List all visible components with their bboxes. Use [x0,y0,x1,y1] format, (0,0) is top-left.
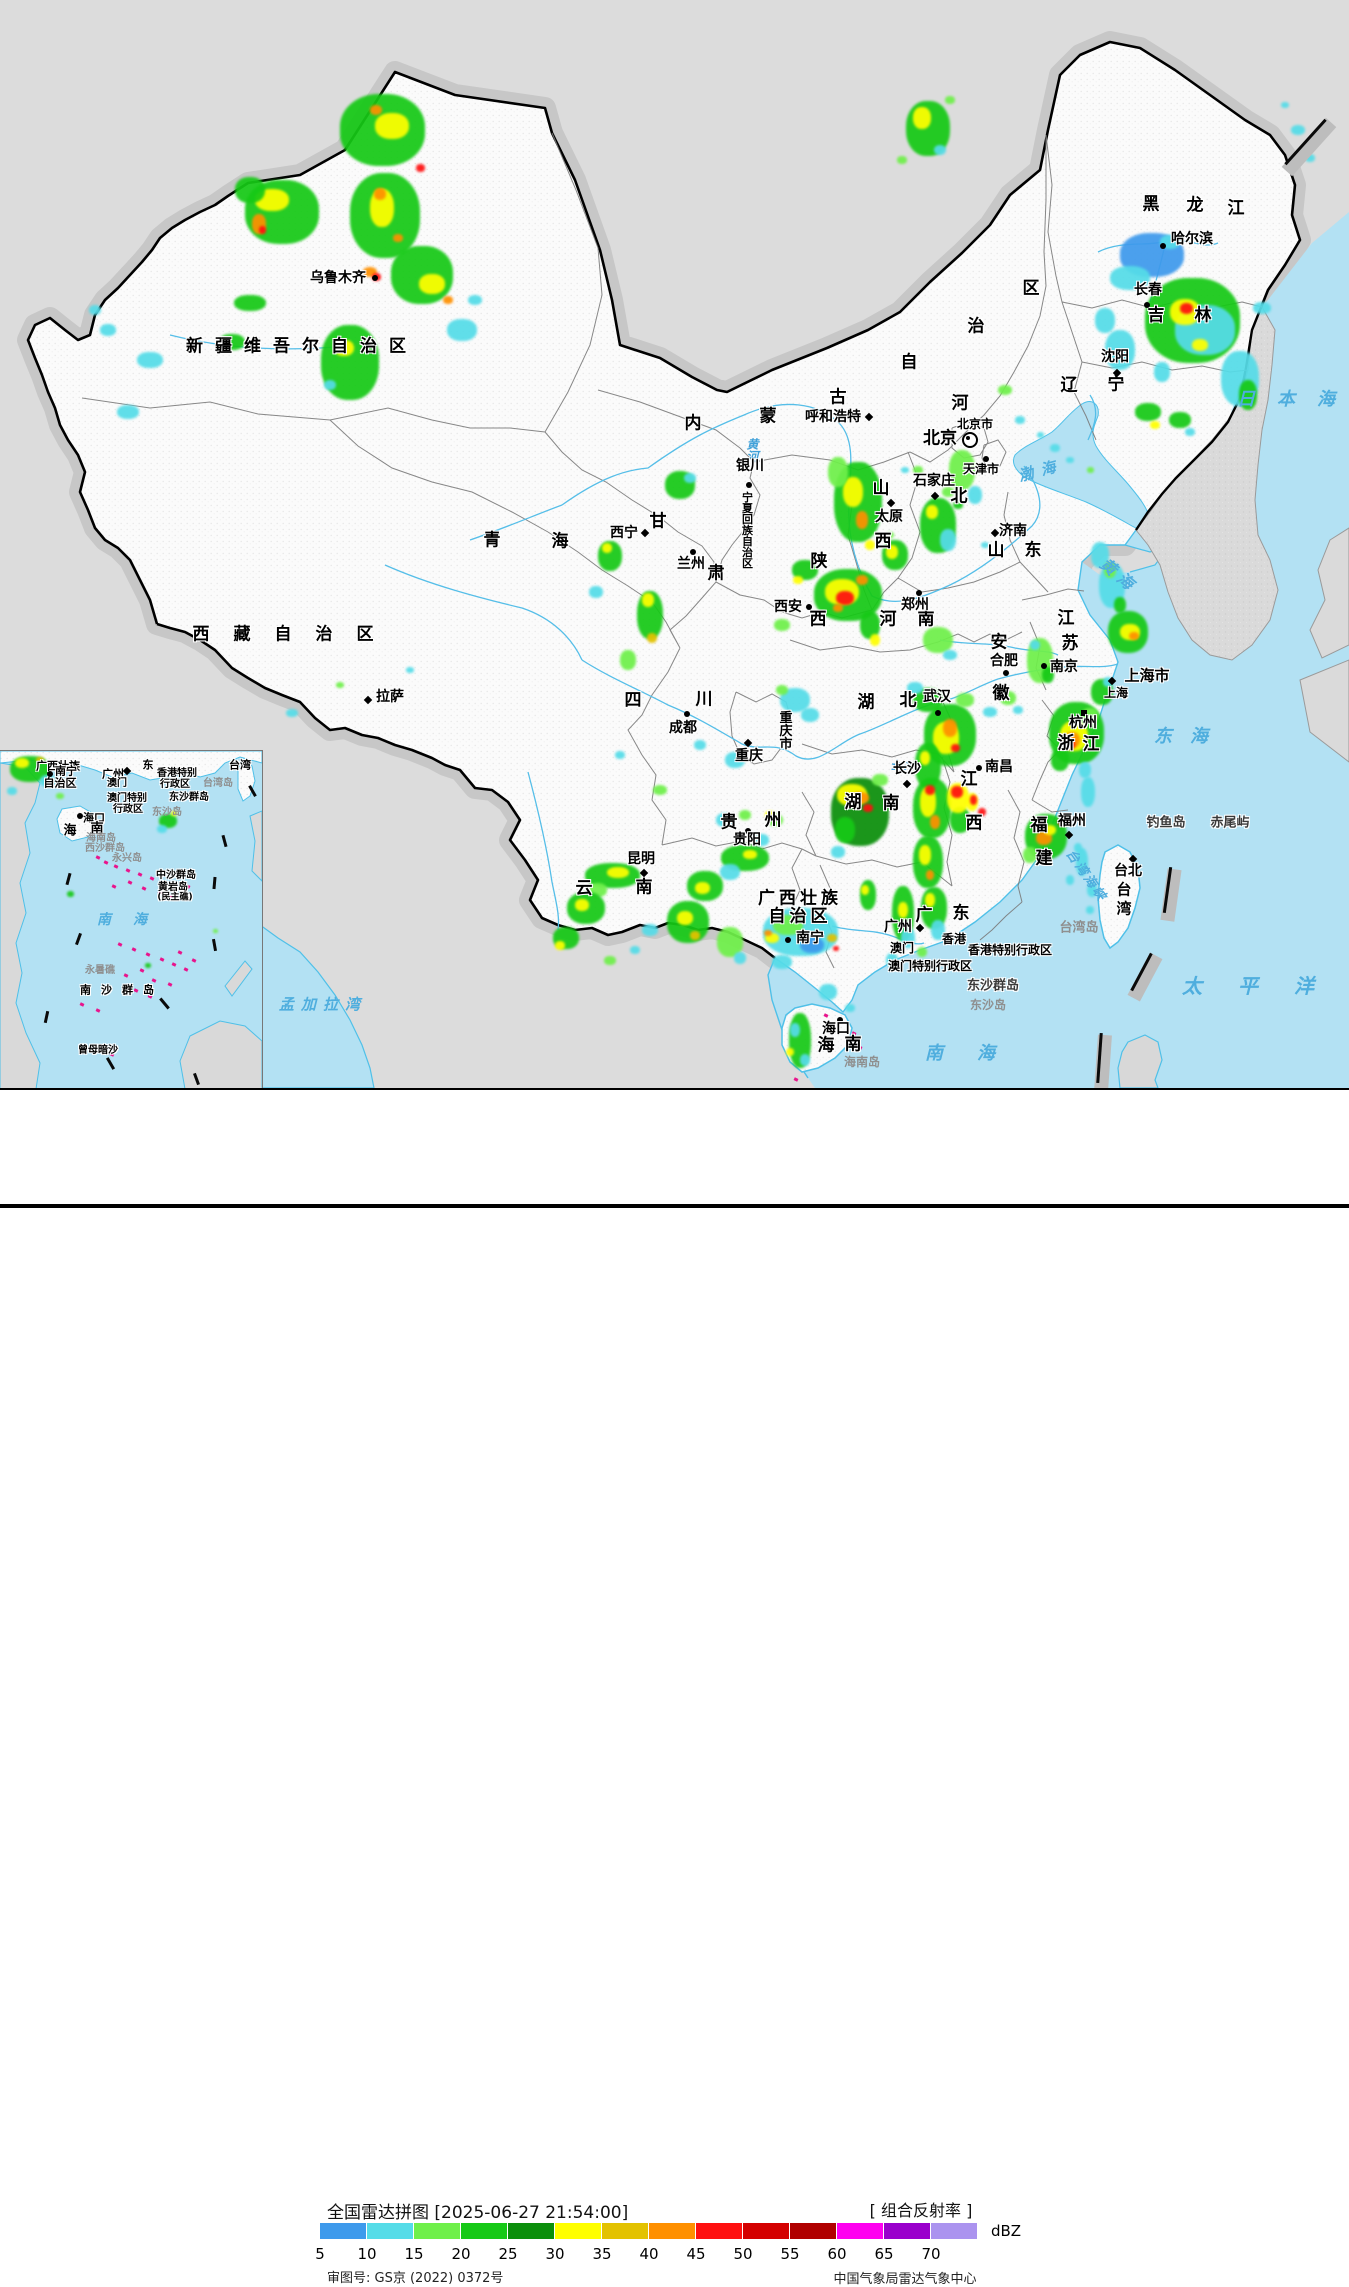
basemap-svg [0,0,1349,1088]
china-radar-map: 新疆维吾尔自治区 西藏自治区青海甘肃宁夏回族自治区陕西山西内蒙古自治区河北山东河南… [0,0,1349,1090]
national-border-south [156,622,776,960]
legend-panel: 全国雷达拼图 [2025-06-27 21:54:00] [ 组合反射率 ] 5… [0,1090,1349,2287]
map-label: 台湾 [229,758,251,772]
map-label: 澳门 [107,778,127,789]
radar-echo [7,787,17,795]
map-label: 南海 [97,912,169,928]
map-label: 行政区 [160,779,190,790]
japan-land [1309,527,1349,659]
legend-unit: dBZ [991,2222,1022,2240]
inset-city-marker [77,813,83,819]
radar-echo [157,825,167,833]
sea-east-south [768,212,1349,1088]
kyushu-land [1299,659,1349,763]
legend-colorbar [320,2223,977,2239]
legend-color-5 [320,2223,366,2239]
map-label: 永兴岛 [112,853,142,864]
map-label: 自治区 [43,776,77,790]
map-label: 永暑礁 [85,965,115,976]
map-label: 中沙群岛 [156,870,196,881]
map-label: 广州 [102,767,124,781]
bottom-border [0,1204,1349,1208]
map-label: 曾母暗沙 [78,1045,118,1056]
map-label: 广西壮族 [36,759,80,773]
legend-tick: 20 [451,2245,471,2263]
legend-color-30 [555,2223,601,2239]
legend-product: [ 组合反射率 ] [869,2201,973,2220]
inset-radar-layer [0,751,262,1088]
legend-color-55 [790,2223,836,2239]
radar-echo [40,775,56,787]
legend-tick: 40 [639,2245,659,2263]
inset-vietnam-land [0,762,41,1088]
legend-tick: 55 [780,2245,800,2263]
luzon-island [1117,1034,1163,1088]
legend-color-25 [508,2223,554,2239]
radar-echo [36,756,44,762]
radar-echo [171,810,177,816]
radar-echo [145,962,151,968]
radar-echo [15,758,29,768]
legend-color-70 [931,2223,977,2239]
map-label: 东 [142,758,154,772]
map-label: (民主礁) [157,892,193,903]
legend-title: 全国雷达拼图 [2025-06-27 21:54:00] [327,2203,629,2223]
map-label: 南 [90,821,104,837]
legend-source: 中国气象局雷达气象中心 [833,2272,977,2287]
legend-approval-number: 审图号: GS京 (2022) 0372号 [327,2271,504,2286]
inset-svg [0,751,262,1088]
legend-color-35 [602,2223,648,2239]
map-label: 东沙群岛 [169,792,209,803]
legend-color-40 [649,2223,695,2239]
map-label: 海 [63,823,77,839]
map-label: 行政区 [113,804,143,815]
map-label: 南沙群岛 [80,983,164,997]
inset-city-marker [122,766,132,776]
legend-color-50 [743,2223,789,2239]
sea-bohai [1013,401,1151,530]
map-label: 西沙群岛 [85,843,125,854]
legend-color-60 [837,2223,883,2239]
legend-tick: 15 [404,2245,424,2263]
radar-echo [159,814,177,828]
inset-label-layer: 广西壮族 自治区 南宁 广州东香港特别 行政区 澳门 澳门特别 行政区 台湾 台湾岛 东沙群岛 东沙岛… [0,751,262,1088]
legend-tick: 30 [545,2245,565,2263]
inset-palawan [224,960,253,997]
map-label: 香港特别 [157,768,197,779]
legend-tick: 50 [733,2245,753,2263]
legend-color-45 [696,2223,742,2239]
inset-city-marker [47,771,53,777]
radar-echo [56,793,64,799]
radar-echo [66,891,74,897]
sea-bay-of-bengal [253,920,375,1088]
legend-tick: 60 [827,2245,847,2263]
map-label: 南宁 [55,764,77,778]
radar-echo [212,929,218,933]
south-china-sea-inset: 广西壮族 自治区 南宁 广州东香港特别 行政区 澳门 澳门特别 行政区 台湾 台湾岛 东沙群岛 东沙岛… [0,750,263,1088]
inset-china-coast-land [0,751,262,781]
inset-hainan [56,805,96,842]
legend-color-65 [884,2223,930,2239]
map-label: 东沙岛 [152,807,182,818]
map-label: 海口 [83,811,105,825]
legend-tick: 65 [874,2245,894,2263]
legend-tick: 35 [592,2245,612,2263]
map-label: 台湾岛 [203,778,233,789]
legend-color-10 [367,2223,413,2239]
legend-tick: 10 [357,2245,377,2263]
legend-tick: 70 [921,2245,941,2263]
legend-tick: 45 [686,2245,706,2263]
legend-tick: 25 [498,2245,518,2263]
legend-color-20 [461,2223,507,2239]
inset-borneo [179,1020,262,1088]
china-landmass [28,42,1300,1012]
legend-tick: 5 [315,2245,325,2263]
map-label: 澳门特别 [107,793,147,804]
inset-luzon [249,810,262,882]
legend-color-15 [414,2223,460,2239]
map-label: 海南岛 [86,833,116,844]
map-label: 黄岩岛 [158,882,188,893]
